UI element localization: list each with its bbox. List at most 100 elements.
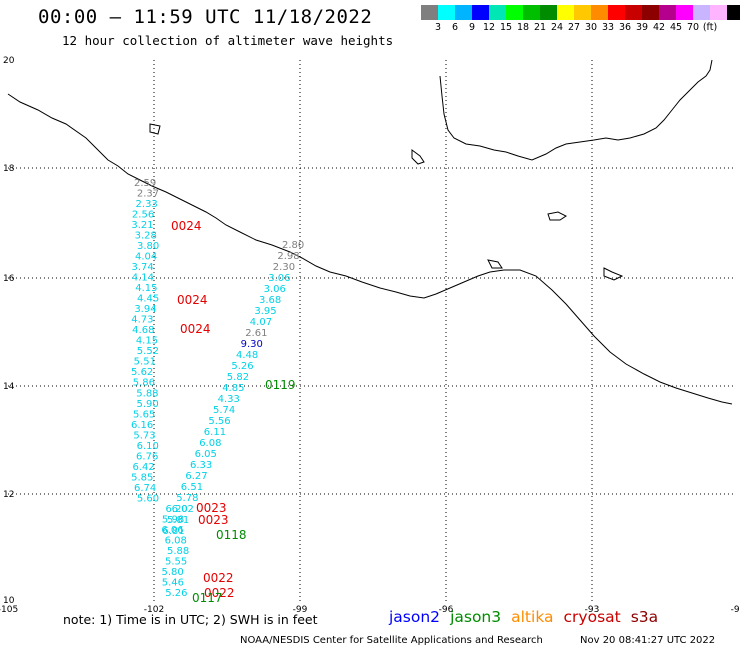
swh-value: 3.80: [137, 241, 159, 252]
pass-time-label: 0024: [177, 293, 208, 307]
y-tick-label: 18: [3, 164, 15, 174]
swh-value: 3.95: [254, 306, 276, 317]
swh-value: 4.15: [135, 283, 157, 294]
pass-time-label: 0119: [265, 378, 296, 392]
pass-time-label: 0117: [192, 591, 223, 605]
chart-subtitle: 12 hour collection of altimeter wave hei…: [62, 33, 394, 48]
satellite-name: jason3: [450, 608, 502, 626]
chart-title: 00:00 – 11:59 UTC 11/18/2022: [38, 6, 373, 28]
swh-value: 5.78: [176, 493, 198, 504]
island-c: [603, 267, 624, 281]
swh-value: 6.08: [165, 535, 187, 546]
legend-label: 15: [499, 22, 513, 33]
swh-value: 6.02: [172, 504, 194, 515]
pass-time-label: 0118: [216, 528, 247, 542]
legend-label: 6: [451, 22, 459, 33]
legend-label: 33: [601, 22, 615, 33]
legend-swatch: [506, 5, 523, 20]
y-tick-label: 12: [3, 490, 14, 500]
x-tick-label: -102: [144, 605, 164, 615]
swh-value: 4.85: [222, 383, 244, 394]
swh-value: 6.27: [185, 471, 207, 482]
legend-swatch: [557, 5, 574, 20]
swh-value: 6.51: [181, 482, 203, 493]
swh-value: 5.85: [131, 472, 153, 483]
swh-value: 4.15: [136, 336, 158, 347]
swh-value: 5.81: [167, 515, 189, 526]
y-tick-label: 20: [3, 56, 15, 66]
swh-value: 2.37: [137, 189, 159, 200]
swh-value: 6.20: [166, 504, 188, 515]
pass-time-label: 0024: [171, 219, 202, 233]
legend-label: 42: [652, 22, 666, 33]
swh-value: 5.88: [136, 388, 158, 399]
generated-timestamp: Nov 20 08:41:27 UTC 2022: [580, 635, 716, 646]
legend-swatch: [438, 5, 455, 20]
swh-value: 3.06: [264, 284, 286, 295]
legend-label: 45: [669, 22, 683, 33]
swh-value: 5.86: [133, 378, 155, 389]
legend-swatch: [421, 5, 438, 20]
satellite-legend: jason2 jason3 altika cryosat s3a: [389, 608, 668, 626]
legend-swatch: [472, 5, 489, 20]
pass-time-label: 0023: [198, 513, 229, 527]
swh-value: 6.33: [190, 460, 212, 471]
swh-value: 3.94: [134, 304, 156, 315]
swh-value: 2.30: [273, 262, 295, 273]
swh-value: 3.21: [131, 220, 153, 231]
note-text: note: 1) Time is in UTC; 2) SWH is in fe…: [63, 612, 318, 627]
swh-value: 2.33: [136, 199, 158, 210]
swh-value: 5.55: [165, 556, 187, 567]
swh-value: 2.61: [245, 328, 267, 339]
pass-time-label: 0022: [203, 571, 234, 585]
swh-value: 6.16: [131, 420, 153, 431]
y-tick-label: 14: [3, 382, 15, 392]
swh-value: 5.52: [137, 346, 159, 357]
legend-label: 3: [434, 22, 442, 33]
satellite-name: cryosat: [563, 608, 621, 626]
swh-value: 5.26: [231, 361, 253, 372]
color-scale-legend: [421, 5, 740, 20]
swh-value: 5.82: [227, 372, 249, 383]
swh-value: 6.76: [136, 451, 158, 462]
legend-label: 27: [567, 22, 581, 33]
legend-label: 36: [618, 22, 632, 33]
legend-swatch: [676, 5, 693, 20]
y-tick-label: 10: [3, 596, 15, 606]
swh-value: 5.74: [213, 405, 235, 416]
legend-label: 30: [584, 22, 598, 33]
swh-value: 5.46: [162, 577, 184, 588]
swh-value: 4.48: [236, 350, 258, 361]
swh-value: 4.07: [250, 317, 272, 328]
satellite-name: jason2: [389, 608, 441, 626]
swh-value: 5.98: [162, 514, 184, 525]
swh-value: 5.56: [208, 416, 230, 427]
swh-value: 3.74: [132, 262, 154, 273]
x-tick-label: -105: [0, 605, 18, 615]
x-tick-label: -90: [731, 605, 740, 615]
swh-value: 6.10: [137, 441, 159, 452]
legend-swatch: [523, 5, 540, 20]
legend-swatch: [625, 5, 642, 20]
legend-swatch: [455, 5, 472, 20]
swh-value: 2.59: [134, 178, 156, 189]
legend-label: 39: [635, 22, 649, 33]
swh-value: 5.51: [134, 357, 156, 368]
legend-label: 12: [482, 22, 496, 33]
x-tick-label: -99: [293, 605, 308, 615]
legend-label: 21: [533, 22, 547, 33]
legend-swatch: [591, 5, 608, 20]
swh-value: 6.42: [132, 462, 154, 473]
legend-swatch: [489, 5, 506, 20]
swh-value: 5.73: [133, 430, 155, 441]
coastline: [7, 59, 733, 405]
swh-value: 4.14: [132, 273, 154, 284]
swh-value: 6.08: [199, 438, 221, 449]
legend-label: 24: [550, 22, 564, 33]
legend-label: (ft): [702, 22, 718, 33]
x-tick-label: -96: [439, 605, 454, 615]
swh-value: 4.33: [218, 394, 240, 405]
mexico-pacific-coast: [7, 93, 733, 405]
legend-label: 70: [686, 22, 700, 33]
credit-text: NOAA/NESDIS Center for Satellite Applica…: [240, 635, 543, 646]
